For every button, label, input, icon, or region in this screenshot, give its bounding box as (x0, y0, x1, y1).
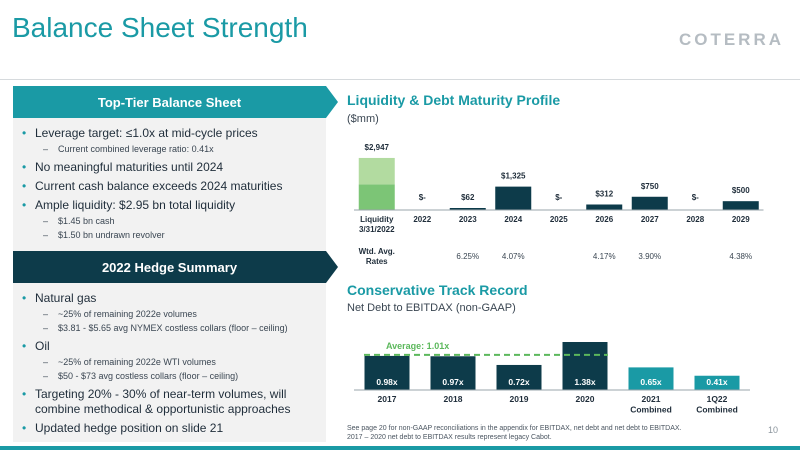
leverage-bar (694, 375, 740, 390)
bar-value-label: $2,947 (365, 143, 390, 152)
maturity-bar (449, 208, 486, 210)
balance-panel-header: Top-Tier Balance Sheet (13, 86, 338, 118)
footnote: See page 20 for non-GAAP reconciliations… (347, 424, 747, 442)
weighted-rate-label: 4.38% (729, 252, 752, 261)
leverage-value-label: 1.38x (574, 377, 596, 387)
x-axis-tick-label: 2024 (504, 215, 522, 224)
balance-sub-bullet: $1.45 bn cash (21, 215, 318, 228)
leverage-bar (364, 355, 410, 390)
hedge-bullet: Natural gas (21, 291, 318, 306)
track-record-title: Conservative Track Record (347, 282, 528, 298)
hedge-sub-bullet: ~25% of remaining 2022e volumes (21, 308, 318, 321)
x-axis-tick-label: 2019 (510, 394, 529, 404)
balance-bullet: No meaningful maturities until 2024 (21, 160, 318, 175)
bar-value-label: $750 (641, 182, 659, 191)
leverage-value-label: 0.41x (706, 377, 728, 387)
hedge-sub-bullet: $3.81 - $5.65 avg NYMEX costless collars… (21, 322, 318, 335)
weighted-rate-label: 6.25% (456, 252, 479, 261)
x-axis-tick-label: 2027 (641, 215, 659, 224)
weighted-rate-label: 3.90% (638, 252, 661, 261)
x-axis-tick-label: 2020 (576, 394, 595, 404)
bar-value-label: $500 (732, 186, 750, 195)
page-number: 10 (767, 425, 778, 435)
bar-value-label: $312 (595, 189, 613, 198)
x-axis-tick-label: 2021 (642, 394, 661, 404)
hedge-bullet: Oil (21, 339, 318, 354)
x-axis-tick-label: 2023 (459, 215, 477, 224)
average-label: Average: 1.01x (386, 341, 449, 351)
rates-row-label: Wtd. Avg. (359, 247, 395, 256)
company-logo: COTERRA (678, 30, 784, 49)
rates-row-label: Rates (366, 257, 388, 266)
balance-sub-bullet: Current combined leverage ratio: 0.41x (21, 143, 318, 156)
balance-bullet-list: Leverage target: ≤1.0x at mid-cycle pric… (13, 118, 326, 247)
x-axis-tick-label: 2018 (444, 394, 463, 404)
hedge-bullet: Targeting 20% - 30% of near-term volumes… (21, 387, 318, 417)
x-axis-tick-label: 2022 (413, 215, 431, 224)
leverage-bar (562, 342, 608, 390)
x-axis-tick-label: 3/31/2022 (359, 225, 395, 234)
maturity-bar (722, 201, 759, 210)
x-axis-tick-label: 2029 (732, 215, 750, 224)
title-divider (0, 79, 800, 80)
bar-value-label: $- (419, 193, 426, 202)
leverage-bar (430, 356, 476, 390)
maturity-bar (631, 196, 668, 210)
footnote-line-1: See page 20 for non-GAAP reconciliations… (347, 425, 682, 432)
bar-value-label: $- (692, 193, 699, 202)
hedge-sub-bullet: $50 - $73 avg costless collars (floor – … (21, 370, 318, 383)
leverage-value-label: 0.65x (640, 377, 662, 387)
x-axis-tick-label: Combined (696, 405, 738, 415)
footnote-line-2: 2017 – 2020 net debt to EBITDAX results … (347, 434, 552, 441)
hedge-panel-header: 2022 Hedge Summary (13, 251, 338, 283)
liquidity-chart-title: Liquidity & Debt Maturity Profile (347, 92, 561, 108)
bottom-accent-bar (0, 446, 800, 450)
hedge-sub-bullet: ~25% of remaining 2022e WTI volumes (21, 356, 318, 369)
balance-sub-bullet: $1.50 bn undrawn revolver (21, 229, 318, 242)
leverage-bar (628, 367, 674, 390)
track-record-subtitle: Net Debt to EBITDAX (non-GAAP) (347, 302, 516, 314)
header-arrow-notch (326, 251, 338, 283)
page-title: Balance Sheet Strength (12, 12, 308, 43)
liquidity-revolver-bar (358, 157, 395, 185)
balance-bullet: Leverage target: ≤1.0x at mid-cycle pric… (21, 126, 318, 141)
x-axis-tick-label: 2026 (595, 215, 613, 224)
x-axis-tick-label: 2017 (378, 394, 397, 404)
hedge-bullet-list: Natural gas ~25% of remaining 2022e volum… (13, 283, 326, 442)
leverage-track-record-chart: 0.98x 2017 0.97x 2018 0.72x 2019 1.38x 2020 0.65… (354, 341, 750, 415)
x-axis-tick-label: 2028 (686, 215, 704, 224)
x-axis-tick-label: 1Q22 (707, 394, 728, 404)
header-arrow-notch (326, 86, 338, 118)
leverage-bar (496, 364, 542, 390)
liquidity-chart-unit: ($mm) (347, 113, 379, 125)
leverage-value-label: 0.72x (508, 377, 530, 387)
hedge-panel-title: 2022 Hedge Summary (101, 259, 238, 275)
balance-bullet: Current cash balance exceeds 2024 maturi… (21, 179, 318, 194)
maturity-bar (495, 186, 532, 210)
bar-value-label: $- (555, 193, 562, 202)
hedge-bullet: Updated hedge position on slide 21 (21, 421, 318, 436)
weighted-rate-label: 4.17% (593, 252, 616, 261)
bar-value-label: $62 (461, 193, 475, 202)
weighted-rate-label: 4.07% (502, 252, 525, 261)
balance-bullet: Ample liquidity: $2.95 bn total liquidit… (21, 198, 318, 213)
balance-panel-title: Top-Tier Balance Sheet (97, 94, 242, 110)
maturity-bar (586, 204, 623, 210)
x-axis-tick-label: Liquidity (360, 215, 394, 224)
leverage-value-label: 0.97x (442, 377, 464, 387)
bar-value-label: $1,325 (501, 172, 526, 181)
leverage-value-label: 0.98x (376, 377, 398, 387)
liquidity-cash-bar (358, 184, 395, 210)
x-axis-tick-label: Combined (630, 405, 672, 415)
left-panel: Top-Tier Balance Sheet Leverage target: … (13, 86, 338, 442)
x-axis-tick-label: 2025 (550, 215, 568, 224)
